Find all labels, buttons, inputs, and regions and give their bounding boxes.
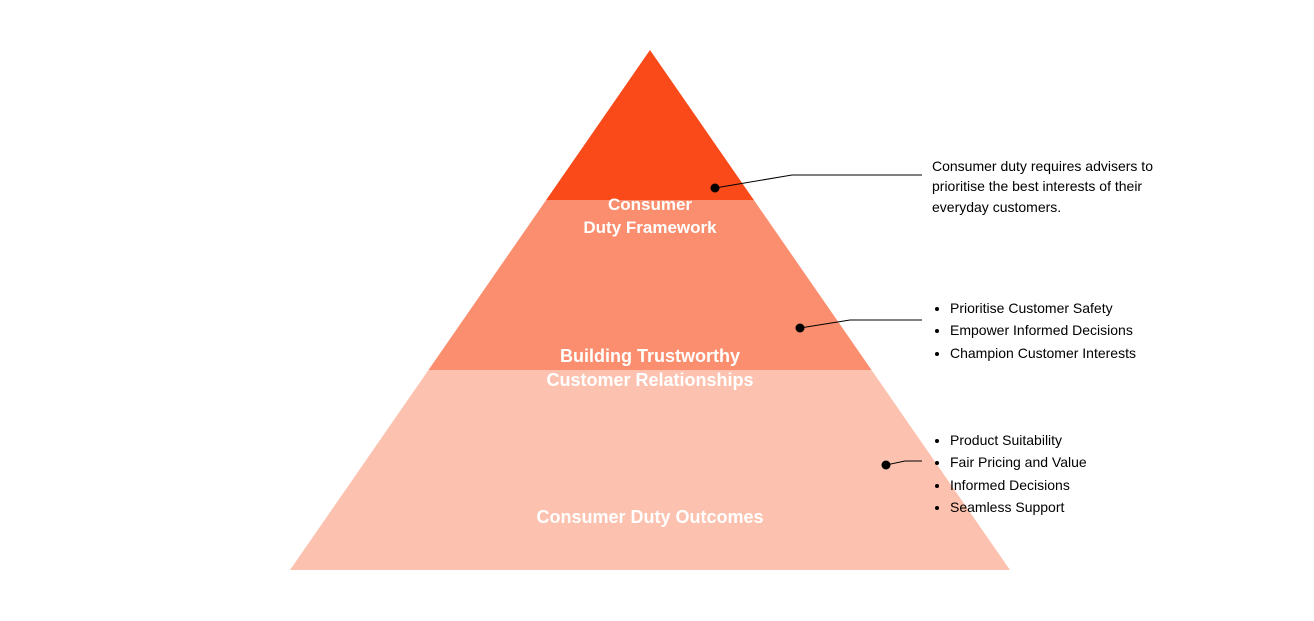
list-item: Fair Pricing and Value <box>950 452 1087 472</box>
pyramid-diagram: Consumer Duty Framework Building Trustwo… <box>290 50 1010 570</box>
annotation-top-text: Consumer duty requires advisers to prior… <box>932 158 1153 215</box>
pyramid-svg <box>290 50 1010 570</box>
list-item: Champion Customer Interests <box>950 343 1136 363</box>
tier-bottom-label: Consumer Duty Outcomes <box>290 505 1010 529</box>
annotation-middle: Prioritise Customer Safety Empower Infor… <box>932 298 1136 365</box>
tier-bottom-label-line1: Consumer Duty Outcomes <box>536 507 763 527</box>
annotation-middle-list: Prioritise Customer Safety Empower Infor… <box>932 298 1136 363</box>
list-item: Product Suitability <box>950 430 1087 450</box>
annotation-bottom-list: Product Suitability Fair Pricing and Val… <box>932 430 1087 517</box>
tier-middle-label: Building Trustworthy Customer Relationsh… <box>290 344 1010 393</box>
list-item: Informed Decisions <box>950 475 1087 495</box>
annotation-top: Consumer duty requires advisers to prior… <box>932 156 1182 217</box>
tier-middle-label-line2: Customer Relationships <box>546 370 753 390</box>
tier-middle-label-line1: Building Trustworthy <box>560 346 740 366</box>
tier-top-label: Consumer Duty Framework <box>290 194 1010 240</box>
tier-top-label-line2: Duty Framework <box>583 218 716 237</box>
pyramid-tier-top <box>546 50 754 200</box>
list-item: Empower Informed Decisions <box>950 320 1136 340</box>
list-item: Prioritise Customer Safety <box>950 298 1136 318</box>
list-item: Seamless Support <box>950 497 1087 517</box>
annotation-bottom: Product Suitability Fair Pricing and Val… <box>932 430 1087 519</box>
tier-top-label-line1: Consumer <box>608 195 692 214</box>
pyramid-tier-bottom <box>290 370 1010 570</box>
